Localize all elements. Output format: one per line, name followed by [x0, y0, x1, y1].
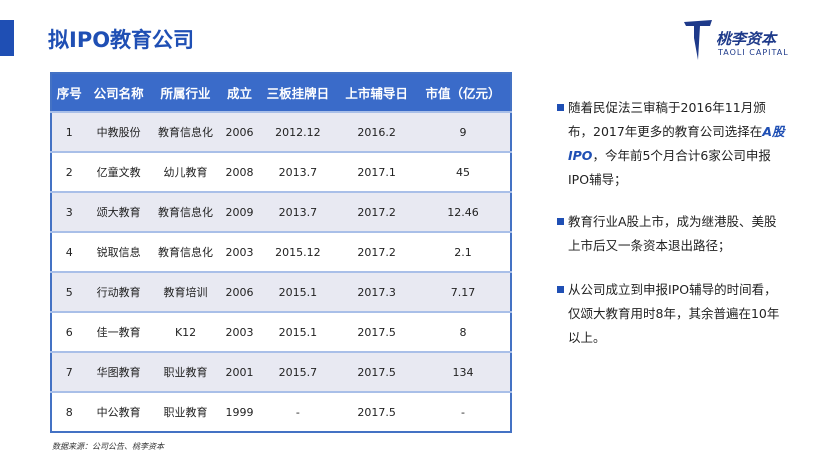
- column-header: 三板挂牌日: [258, 73, 338, 112]
- table-cell: 2017.3: [337, 271, 417, 312]
- table-cell: -: [258, 391, 338, 432]
- table-cell: 7: [51, 351, 87, 392]
- bullet-3: 从公司成立到申报IPO辅导的时间看，仅颂大教育用时8年，其余普遍在10年以上。: [557, 278, 787, 350]
- table-cell: 教育信息化: [150, 111, 221, 152]
- table-cell: 教育培训: [150, 271, 221, 312]
- table-cell: 45: [416, 151, 511, 192]
- table-cell: 教育信息化: [150, 191, 221, 232]
- column-header: 公司名称: [86, 73, 151, 112]
- table-cell: 2017.5: [337, 351, 417, 392]
- table-row: 1 中教股份 教育信息化 2006 2012.12 2016.2 9: [51, 111, 511, 152]
- table-cell: 2006: [220, 271, 259, 312]
- table-cell: 12.46: [416, 191, 511, 232]
- bullet-1: 随着民促法三审稿于2016年11月颁布，2017年更多的教育公司选择在A股IPO…: [557, 96, 787, 192]
- table-cell: 职业教育: [150, 351, 221, 392]
- table-cell: 9: [416, 111, 511, 152]
- table-cell: 锐取信息: [86, 231, 151, 272]
- logo-cn: 桃李资本: [716, 30, 777, 48]
- table-cell: K12: [150, 311, 221, 352]
- table-cell: 2: [51, 151, 87, 192]
- table-row: 3 颂大教育 教育信息化 2009 2013.7 2017.2 12.46: [51, 191, 511, 232]
- table-cell: 2013.7: [258, 151, 338, 192]
- table-cell: 7.17: [416, 271, 511, 312]
- table-cell: 2015.1: [258, 271, 338, 312]
- table-row: 6 佳一教育 K12 2003 2015.1 2017.5 8: [51, 311, 511, 352]
- table-cell: 职业教育: [150, 391, 221, 432]
- column-header: 所属行业: [150, 73, 221, 112]
- table-cell: 幼儿教育: [150, 151, 221, 192]
- table-cell: 2015.1: [258, 311, 338, 352]
- page-title: 拟IPO教育公司: [48, 28, 195, 52]
- table-cell: 4: [51, 231, 87, 272]
- table-cell: 佳一教育: [86, 311, 151, 352]
- bullet-square-icon: [557, 286, 564, 293]
- table-cell: 6: [51, 311, 87, 352]
- table-cell: 1999: [220, 391, 259, 432]
- bullet-square-icon: [557, 218, 564, 225]
- column-header: 序号: [51, 73, 87, 112]
- source-note: 数据来源：公司公告、桃李资本: [52, 442, 164, 451]
- table-cell: 2013.7: [258, 191, 338, 232]
- logo-t-icon: [684, 20, 712, 60]
- ipo-table: 序号 公司名称 所属行业 成立 三板挂牌日 上市辅导日 市值（亿元） 1 中教股份 教育信息化 2…: [50, 72, 512, 433]
- table-cell: 2008: [220, 151, 259, 192]
- table-cell: 2003: [220, 311, 259, 352]
- logo: 桃李资本 TAOLI CAPITAL: [682, 18, 812, 62]
- accent-bar: [0, 20, 14, 56]
- table-cell: 中公教育: [86, 391, 151, 432]
- table-cell: 中教股份: [86, 111, 151, 152]
- table-cell: 华图教育: [86, 351, 151, 392]
- bullet-text: 随着民促法三审稿于2016年11月颁布，2017年更多的教育公司选择在: [568, 100, 766, 139]
- table-cell: 2.1: [416, 231, 511, 272]
- bullet-highlight: A股IPO: [568, 124, 785, 163]
- bullet-text: 教育行业A股上市，成为继港股、美股上市后又一条资本退出路径；: [568, 214, 777, 253]
- table-row: 2 亿童文教 幼儿教育 2008 2013.7 2017.1 45: [51, 151, 511, 192]
- table-row: 5 行动教育 教育培训 2006 2015.1 2017.3 7.17: [51, 271, 511, 312]
- table-row: 7 华图教育 职业教育 2001 2015.7 2017.5 134: [51, 351, 511, 392]
- column-header: 成立: [220, 73, 259, 112]
- table-row: 4 锐取信息 教育信息化 2003 2015.12 2017.2 2.1: [51, 231, 511, 272]
- table-cell: 2017.5: [337, 311, 417, 352]
- table-cell: 行动教育: [86, 271, 151, 312]
- table-cell: 2003: [220, 231, 259, 272]
- table-cell: 134: [416, 351, 511, 392]
- table-cell: 8: [416, 311, 511, 352]
- table-cell: 2009: [220, 191, 259, 232]
- table-cell: 2016.2: [337, 111, 417, 152]
- table-cell: 2001: [220, 351, 259, 392]
- table-cell: 2017.5: [337, 391, 417, 432]
- table-cell: 2015.12: [258, 231, 338, 272]
- bullet-2: 教育行业A股上市，成为继港股、美股上市后又一条资本退出路径；: [557, 210, 787, 258]
- column-header: 市值（亿元）: [416, 73, 511, 112]
- bullet-text: ，今年前5个月合计6家公司申报IPO辅导；: [568, 148, 771, 187]
- table-cell: 2012.12: [258, 111, 338, 152]
- table-cell: 5: [51, 271, 87, 312]
- column-header: 上市辅导日: [337, 73, 417, 112]
- table-cell: 2017.2: [337, 191, 417, 232]
- table-cell: 教育信息化: [150, 231, 221, 272]
- table-cell: 颂大教育: [86, 191, 151, 232]
- table-cell: 2015.7: [258, 351, 338, 392]
- table-cell: 1: [51, 111, 87, 152]
- table-cell: -: [416, 391, 511, 432]
- logo-en: TAOLI CAPITAL: [718, 48, 789, 57]
- table-cell: 2006: [220, 111, 259, 152]
- bullet-square-icon: [557, 104, 564, 111]
- table-cell: 2017.2: [337, 231, 417, 272]
- table-cell: 3: [51, 191, 87, 232]
- table-cell: 2017.1: [337, 151, 417, 192]
- table-cell: 8: [51, 391, 87, 432]
- bullet-text: 从公司成立到申报IPO辅导的时间看，仅颂大教育用时8年，其余普遍在10年以上。: [568, 282, 780, 345]
- table-row: 8 中公教育 职业教育 1999-2017.5-: [51, 391, 511, 432]
- table-cell: 亿童文教: [86, 151, 151, 192]
